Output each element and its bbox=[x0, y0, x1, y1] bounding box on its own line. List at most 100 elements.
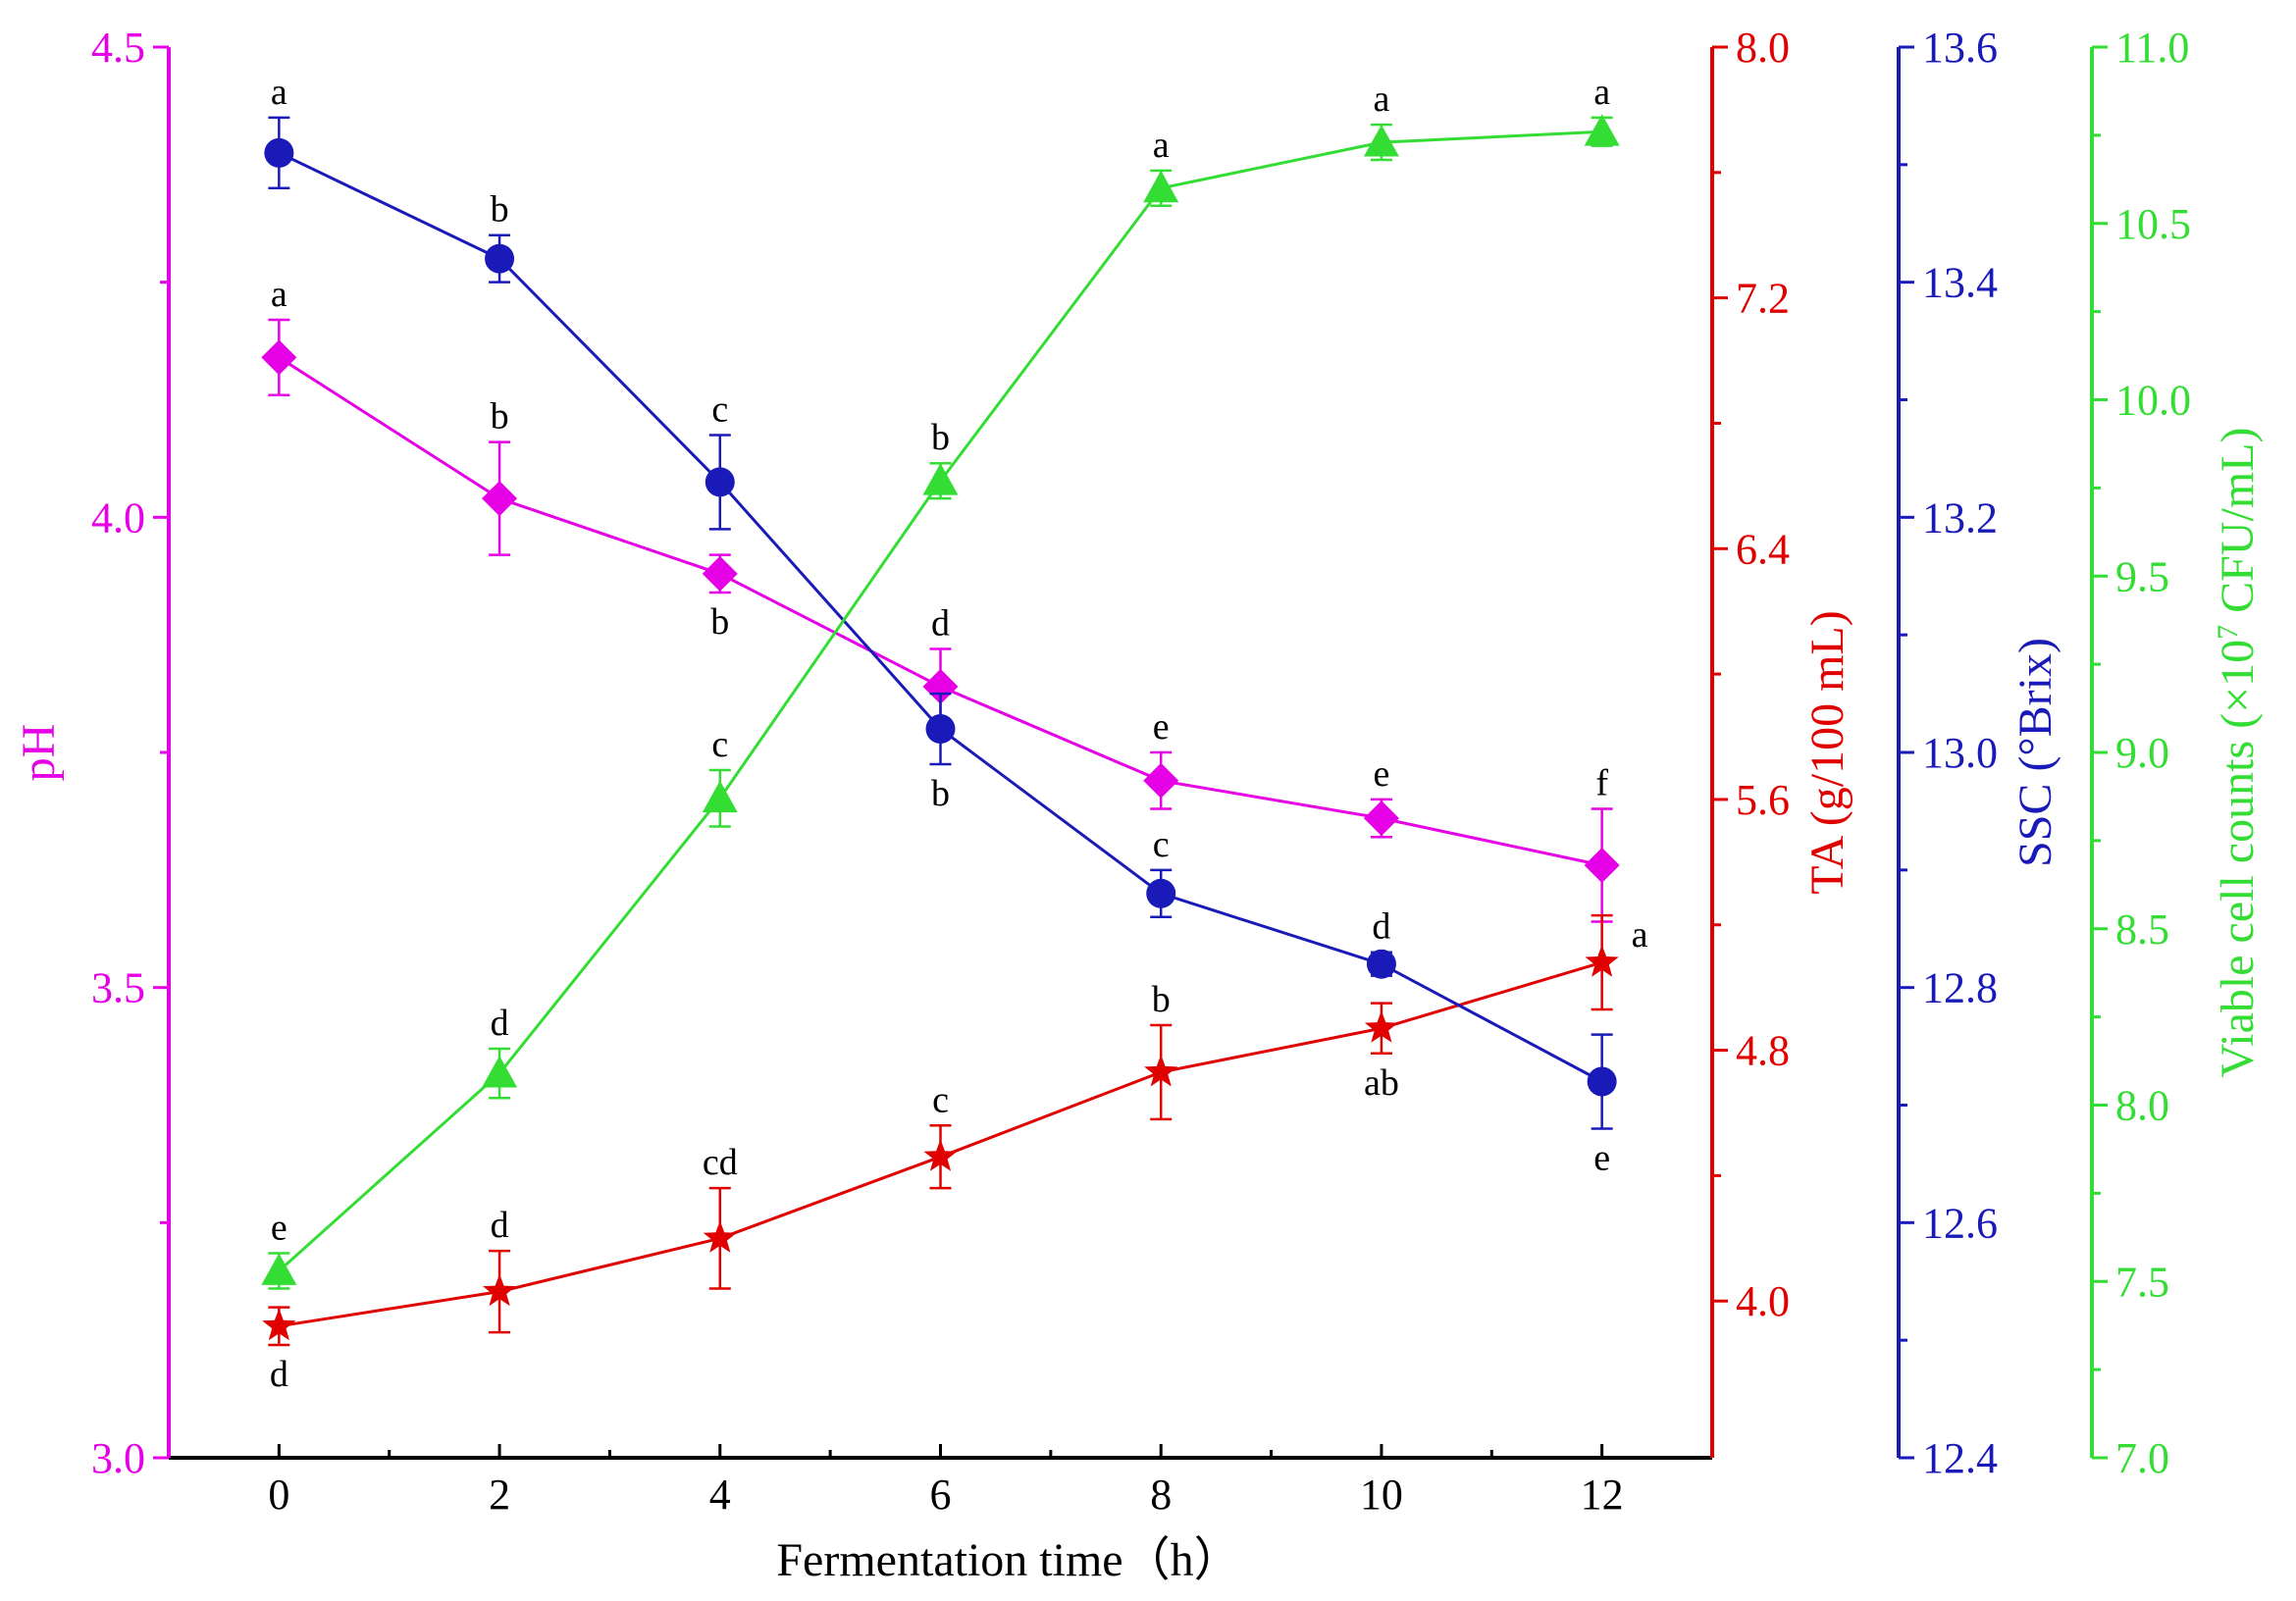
vcc-point-2 bbox=[702, 780, 738, 813]
ph-point-6 bbox=[1584, 848, 1620, 884]
ssc-tick-label-3: 13.0 bbox=[1922, 729, 1998, 777]
ssc-tick-label-6: 13.6 bbox=[1922, 24, 1998, 72]
vcc-point-1 bbox=[482, 1056, 518, 1088]
ssc-axis-title: SSC (°Brix) bbox=[2009, 638, 2061, 867]
x-tick-label-2: 2 bbox=[489, 1471, 510, 1519]
ta-tick-label-1: 4.8 bbox=[1736, 1027, 1790, 1075]
ta-significance-letter-6: a bbox=[1632, 914, 1648, 955]
ph-significance-letter-5: e bbox=[1373, 753, 1389, 795]
ph-tick-label-0: 3.0 bbox=[91, 1434, 145, 1482]
ssc-significance-letter-6: e bbox=[1593, 1137, 1610, 1178]
ph-point-0 bbox=[261, 339, 297, 376]
vcc-significance-letter-3: b bbox=[931, 417, 950, 458]
ta-significance-letter-3: c bbox=[932, 1079, 949, 1120]
vcc-series bbox=[261, 114, 1620, 1290]
ssc-significance-letter-3: b bbox=[931, 773, 950, 814]
ta-point-3 bbox=[923, 1139, 958, 1171]
ph-tick-label-2: 4.0 bbox=[91, 493, 145, 542]
vcc-significance-letter-6: a bbox=[1593, 72, 1610, 113]
ph-significance-letter-0: a bbox=[271, 274, 287, 315]
ssc-significance-letter-0: a bbox=[271, 72, 287, 113]
vcc-point-3 bbox=[922, 463, 959, 495]
vcc-significance-letter-5: a bbox=[1373, 78, 1389, 120]
series-layer bbox=[261, 114, 1620, 1347]
vcc-significance-letter-4: a bbox=[1153, 125, 1170, 166]
ta-point-1 bbox=[483, 1273, 517, 1307]
vcc-significance-letter-0: e bbox=[271, 1207, 287, 1248]
ssc-significance-letter-4: c bbox=[1153, 824, 1170, 865]
ta-significance-letter-5: ab bbox=[1364, 1062, 1399, 1104]
ssc-tick-label-0: 12.4 bbox=[1922, 1434, 1998, 1482]
ph-significance-letter-6: f bbox=[1595, 763, 1608, 804]
ssc-point-6 bbox=[1587, 1066, 1617, 1097]
vcc-tick-label-1: 7.5 bbox=[2115, 1258, 2169, 1306]
ta-axis-title: TA (g/100 mL) bbox=[1801, 610, 1853, 894]
vcc-tick-label-3: 8.5 bbox=[2115, 905, 2169, 954]
ph-significance-letter-4: e bbox=[1153, 706, 1170, 748]
vcc-tick-label-7: 10.5 bbox=[2115, 200, 2191, 248]
ta-tick-label-2: 5.6 bbox=[1736, 776, 1790, 824]
ssc-significance-letter-1: b bbox=[491, 189, 509, 231]
x-tick-label-6: 6 bbox=[930, 1471, 952, 1519]
ta-point-2 bbox=[703, 1220, 737, 1253]
ph-point-5 bbox=[1363, 800, 1399, 837]
ta-point-0 bbox=[262, 1308, 296, 1341]
vcc-tick-label-5: 9.5 bbox=[2115, 552, 2169, 600]
ssc-tick-label-1: 12.6 bbox=[1922, 1199, 1998, 1247]
ph-significance-letter-2: b bbox=[710, 601, 729, 643]
ssc-significance-letter-2: c bbox=[711, 388, 728, 430]
vcc-point-6 bbox=[1584, 114, 1620, 146]
x-tick-label-12: 12 bbox=[1581, 1471, 1624, 1519]
vcc-significance-letter-1: d bbox=[491, 1003, 509, 1044]
ssc-tick-label-4: 13.2 bbox=[1922, 493, 1998, 542]
ta-series bbox=[262, 913, 1619, 1347]
ph-tick-label-1: 3.5 bbox=[91, 964, 145, 1012]
vcc-tick-label-2: 8.0 bbox=[2115, 1082, 2169, 1130]
axes-layer: 0 2 4 6 8 10 12 3.0 3.5 4.0 4.5 pH 4.0 4.8 5.6 6.4 7.2 8.… bbox=[13, 24, 2264, 1519]
ssc-series bbox=[264, 116, 1617, 1130]
ph-point-4 bbox=[1143, 762, 1179, 799]
ta-point-6 bbox=[1585, 945, 1619, 977]
ssc-tick-label-5: 13.4 bbox=[1922, 259, 1998, 307]
ssc-point-2 bbox=[704, 467, 735, 497]
ssc-point-5 bbox=[1366, 949, 1396, 979]
x-axis-title: Fermentation time（h） bbox=[776, 1534, 1240, 1586]
ta-tick-label-4: 7.2 bbox=[1736, 275, 1790, 323]
x-tick-label-4: 4 bbox=[709, 1471, 731, 1519]
ph-point-1 bbox=[482, 481, 518, 517]
ta-significance-letter-2: cd bbox=[703, 1142, 738, 1183]
ph-significance-letter-3: d bbox=[931, 603, 950, 645]
x-tick-label-0: 0 bbox=[268, 1471, 289, 1519]
ssc-point-1 bbox=[485, 243, 515, 274]
ssc-significance-letter-5: d bbox=[1372, 906, 1390, 948]
vcc-significance-letter-2: c bbox=[711, 724, 728, 765]
ph-point-2 bbox=[702, 555, 738, 592]
ph-series bbox=[261, 318, 1620, 923]
ta-point-4 bbox=[1144, 1054, 1178, 1087]
vcc-point-5 bbox=[1363, 125, 1399, 157]
vcc-tick-label-0: 7.0 bbox=[2115, 1434, 2169, 1482]
x-tick-label-10: 10 bbox=[1360, 1471, 1403, 1519]
vcc-point-0 bbox=[261, 1253, 297, 1285]
vcc-axis-title: Viable cell counts (×107 CFU/mL) bbox=[2212, 427, 2264, 1077]
ta-significance-letter-4: b bbox=[1152, 979, 1171, 1020]
vcc-tick-label-4: 9.0 bbox=[2115, 729, 2169, 777]
x-tick-label-8: 8 bbox=[1150, 1471, 1172, 1519]
ph-point-3 bbox=[922, 668, 959, 704]
ph-tick-label-3: 4.5 bbox=[91, 24, 145, 72]
ssc-point-3 bbox=[925, 714, 956, 745]
ssc-point-4 bbox=[1146, 878, 1176, 908]
ta-tick-label-0: 4.0 bbox=[1736, 1277, 1790, 1325]
vcc-tick-label-6: 10.0 bbox=[2115, 377, 2191, 425]
ssc-point-0 bbox=[264, 137, 294, 168]
vcc-tick-label-8: 11.0 bbox=[2115, 24, 2189, 72]
ph-significance-letter-1: b bbox=[491, 396, 509, 438]
ta-significance-letter-1: d bbox=[491, 1205, 509, 1246]
ta-significance-letter-0: d bbox=[270, 1354, 288, 1395]
ta-tick-label-5: 8.0 bbox=[1736, 24, 1790, 72]
ta-point-5 bbox=[1364, 1010, 1398, 1043]
vcc-point-4 bbox=[1143, 170, 1179, 203]
ssc-tick-label-2: 12.8 bbox=[1922, 964, 1998, 1012]
